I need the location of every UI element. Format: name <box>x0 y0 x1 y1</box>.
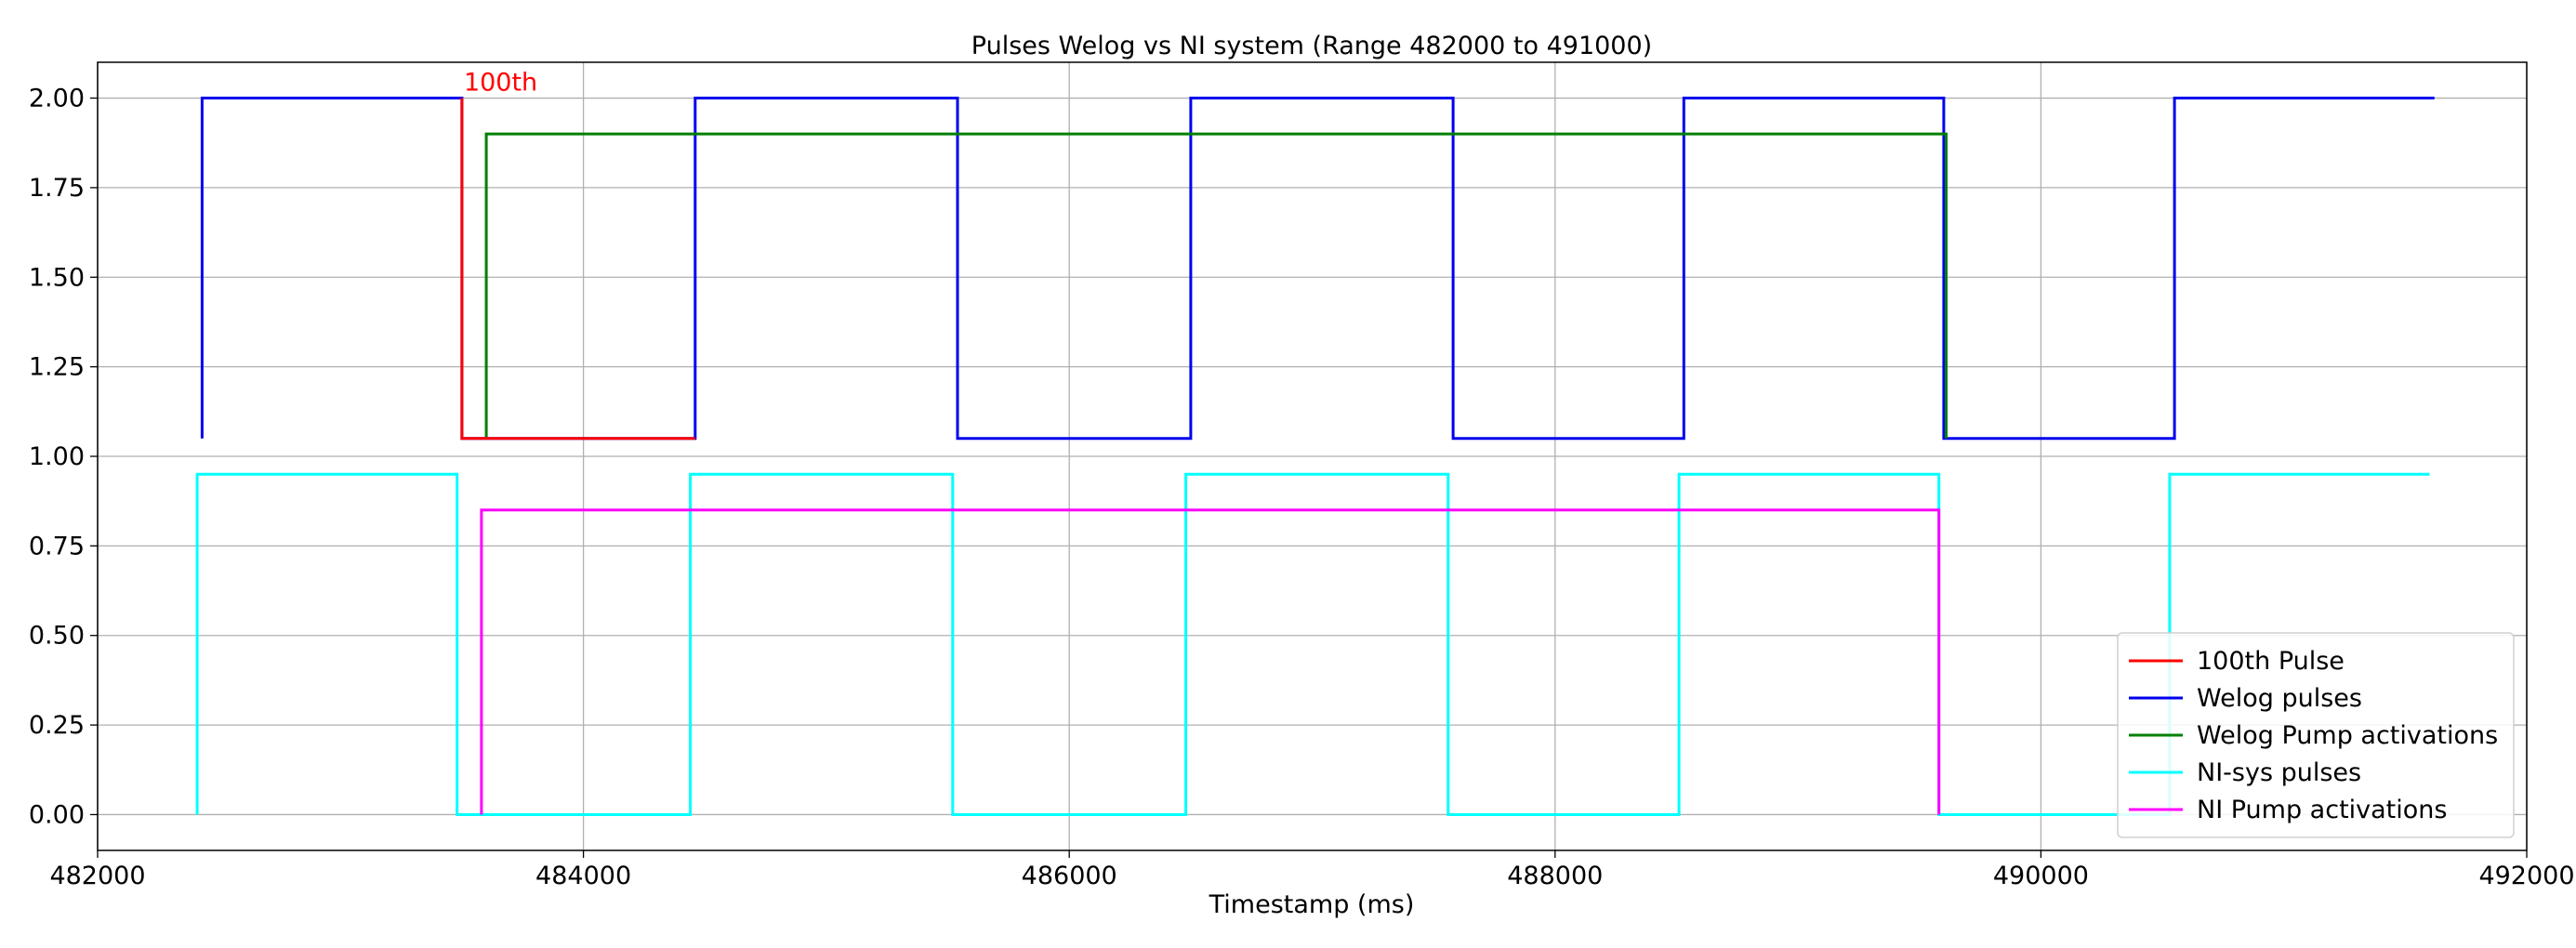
y-tick-label: 1.25 <box>29 353 85 382</box>
legend-label-welog-pulses: Welog pulses <box>2197 684 2362 713</box>
series-line-welog-pump-activations <box>484 132 1948 439</box>
legend-label-100th-pulse: 100th Pulse <box>2197 647 2345 676</box>
plot-series <box>195 97 2435 816</box>
x-tick-label: 488000 <box>1507 862 1603 890</box>
legend-label-ni-pump-activations: NI Pump activations <box>2197 796 2447 824</box>
x-tick-label: 486000 <box>1022 862 1117 890</box>
y-tick-label: 1.00 <box>29 442 85 471</box>
chart-title: Pulses Welog vs NI system (Range 482000 … <box>971 32 1652 60</box>
legend-label-ni-sys-pulses: NI-sys pulses <box>2197 758 2361 787</box>
y-tick-label: 0.50 <box>29 622 85 651</box>
x-axis-label: Timestamp (ms) <box>1209 890 1415 919</box>
legend-label-welog-pump-activations: Welog Pump activations <box>2197 721 2498 750</box>
x-tick-label: 490000 <box>1993 862 2089 890</box>
annotation-label: 100th <box>464 69 537 98</box>
x-tick-label: 492000 <box>2478 862 2574 890</box>
legend-box <box>2117 632 2515 838</box>
series-line-100th-pulse <box>460 98 695 441</box>
y-tick-label: 0.75 <box>29 532 85 560</box>
y-tick-label: 0.25 <box>29 711 85 740</box>
x-tick-label: 484000 <box>535 862 631 890</box>
annotations: 100th <box>464 69 537 98</box>
y-tick-label: 1.50 <box>29 263 85 292</box>
x-tick-label: 482000 <box>49 862 145 890</box>
series-line-ni-pump-activations <box>480 508 1941 815</box>
axis-ticks: 482000 484000 486000 488000 490000 492000 0.00… <box>29 85 2575 890</box>
y-tick-label: 1.75 <box>29 174 85 203</box>
y-tick-label: 0.00 <box>29 800 85 829</box>
legend: 100th Pulse Welog pulses Welog Pump activa… <box>2117 632 2515 838</box>
y-tick-label: 2.00 <box>29 85 85 113</box>
